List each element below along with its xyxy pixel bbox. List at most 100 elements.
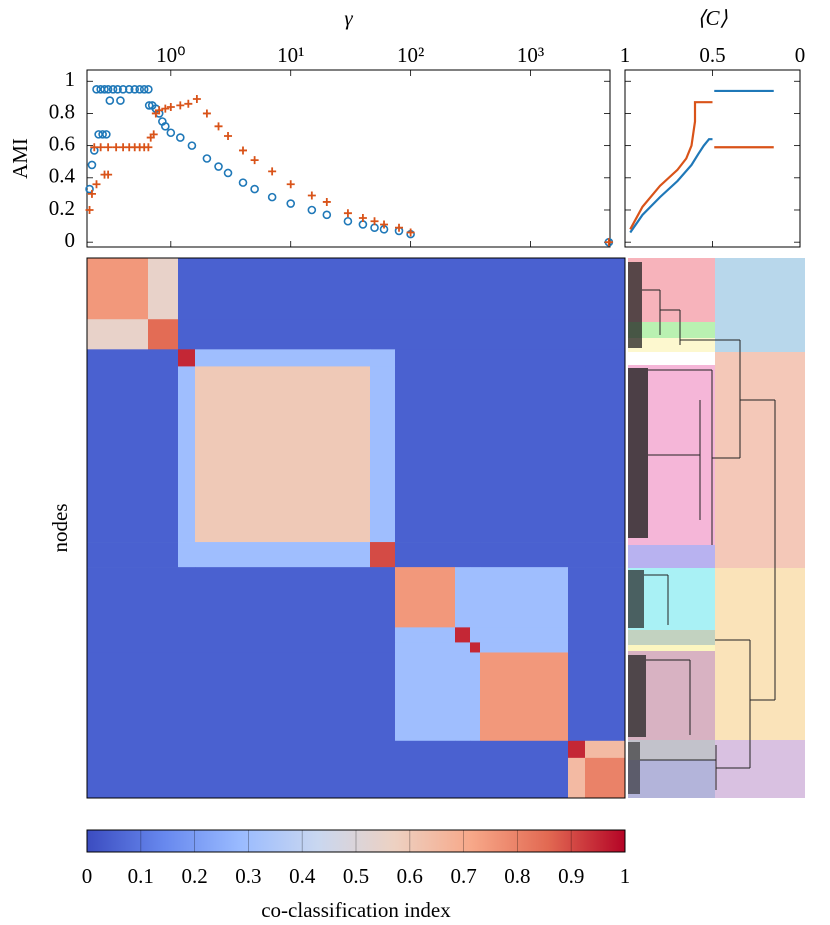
heatmap-cell	[370, 652, 396, 742]
heatmap-cell	[148, 757, 179, 799]
heatmap-cell	[395, 258, 456, 320]
plus-marker	[202, 109, 211, 118]
plus-marker	[104, 143, 113, 152]
circle-marker	[176, 133, 185, 142]
heatmap-cell	[395, 567, 456, 628]
plus-marker	[250, 156, 259, 165]
line-series	[629, 89, 774, 234]
heatmap-cell	[568, 542, 586, 568]
colorbar-tick-label: 0.7	[450, 864, 476, 888]
y-axis-label: AMI	[8, 138, 32, 179]
plus-marker	[370, 217, 379, 226]
heatmap-cell	[455, 319, 471, 350]
heatmap-cell	[178, 757, 196, 799]
colorbar-tick-label: 0.1	[128, 864, 154, 888]
heatmap-cell	[148, 319, 179, 350]
y-tick-label: 0.8	[49, 99, 75, 123]
heatmap-cell	[87, 349, 149, 367]
heatmap-cell	[87, 652, 149, 742]
heatmap-cell	[395, 740, 456, 759]
plus-marker	[155, 106, 164, 115]
circle-marker	[118, 85, 128, 94]
plus-marker	[239, 146, 248, 155]
heatmap-cell	[395, 542, 456, 568]
colorbar-tick-label: 0.4	[289, 864, 316, 888]
heatmap-cell	[148, 258, 179, 320]
heatmap-cell	[480, 349, 569, 367]
circle-marker	[343, 216, 353, 226]
circle-marker	[105, 96, 115, 105]
heatmap-cell	[470, 652, 481, 742]
circle-marker	[286, 199, 296, 208]
heatmap-cell	[480, 627, 569, 643]
circle-marker	[98, 130, 107, 139]
plus-marker	[85, 205, 94, 214]
cluster-band	[628, 760, 715, 798]
heatmap-cell	[568, 642, 586, 653]
circle-marker	[102, 130, 111, 139]
x-tick-label: 10²	[397, 43, 424, 67]
colorbar-tick-label: 0.9	[558, 864, 584, 888]
heatmap-cell	[585, 349, 626, 367]
circle-marker	[139, 85, 149, 94]
plus-marker	[96, 143, 105, 152]
circle-marker	[108, 85, 118, 94]
cluster-band	[715, 258, 805, 352]
dendrogram-leaves	[628, 368, 648, 538]
plus-marker	[604, 238, 613, 247]
circle-marker	[214, 162, 223, 171]
heatmap-cell	[195, 542, 371, 568]
heatmap-cell	[470, 319, 481, 350]
heatmap-cell	[585, 258, 626, 320]
colorbar-tick-label: 0.2	[181, 864, 207, 888]
plus-marker	[192, 94, 201, 103]
heatmap-cell	[480, 652, 569, 742]
heatmap-cell	[370, 258, 396, 320]
heatmap-cell	[370, 542, 396, 568]
cluster-band	[715, 352, 805, 568]
y-tick-label: 1	[65, 67, 76, 91]
heatmap-cell	[455, 627, 471, 643]
heatmap-cell	[455, 642, 471, 653]
dendrogram-leaves	[628, 570, 644, 628]
colorbar-tick-label: 0.5	[343, 864, 369, 888]
heatmap-cell	[195, 366, 371, 543]
colorbar-tick-label: 0.8	[504, 864, 530, 888]
heatmap-cell	[178, 258, 196, 320]
heatmap-cell	[370, 349, 396, 367]
heatmap-cell	[585, 740, 626, 759]
plus-marker	[166, 103, 175, 112]
heatmap-cell	[370, 740, 396, 759]
circle-marker	[100, 85, 109, 94]
heatmap-cell	[195, 757, 371, 799]
heatmap-cell	[568, 319, 586, 350]
y-axis-label: nodes	[48, 504, 72, 553]
circle-marker	[92, 85, 101, 94]
heatmap-cell	[568, 757, 586, 799]
plus-marker	[286, 180, 295, 189]
circle-marker	[144, 85, 153, 94]
heatmap-cell	[395, 366, 456, 543]
heatmap-cell	[370, 642, 396, 653]
heatmap-cell	[148, 652, 179, 742]
cluster-band	[628, 645, 715, 651]
plus-marker	[395, 223, 404, 232]
x-tick-label: 10³	[517, 43, 544, 67]
heatmap-cell	[178, 740, 196, 759]
heatmap-cell	[585, 366, 626, 543]
plus-marker	[406, 228, 415, 237]
heatmap-cell	[395, 627, 456, 643]
circle-marker	[322, 210, 332, 220]
plus-marker	[322, 197, 331, 206]
y-tick-label: 0.4	[49, 164, 76, 188]
circle-marker	[130, 85, 140, 94]
heatmap-cell	[195, 740, 371, 759]
plus-marker	[268, 167, 277, 176]
circle-marker	[238, 178, 248, 187]
heatmap-cell	[455, 740, 471, 759]
cluster-band	[628, 338, 715, 352]
heatmap-cell	[178, 567, 196, 628]
y-tick-label: 0.2	[49, 196, 75, 220]
dendrogram-leaves	[628, 262, 642, 348]
